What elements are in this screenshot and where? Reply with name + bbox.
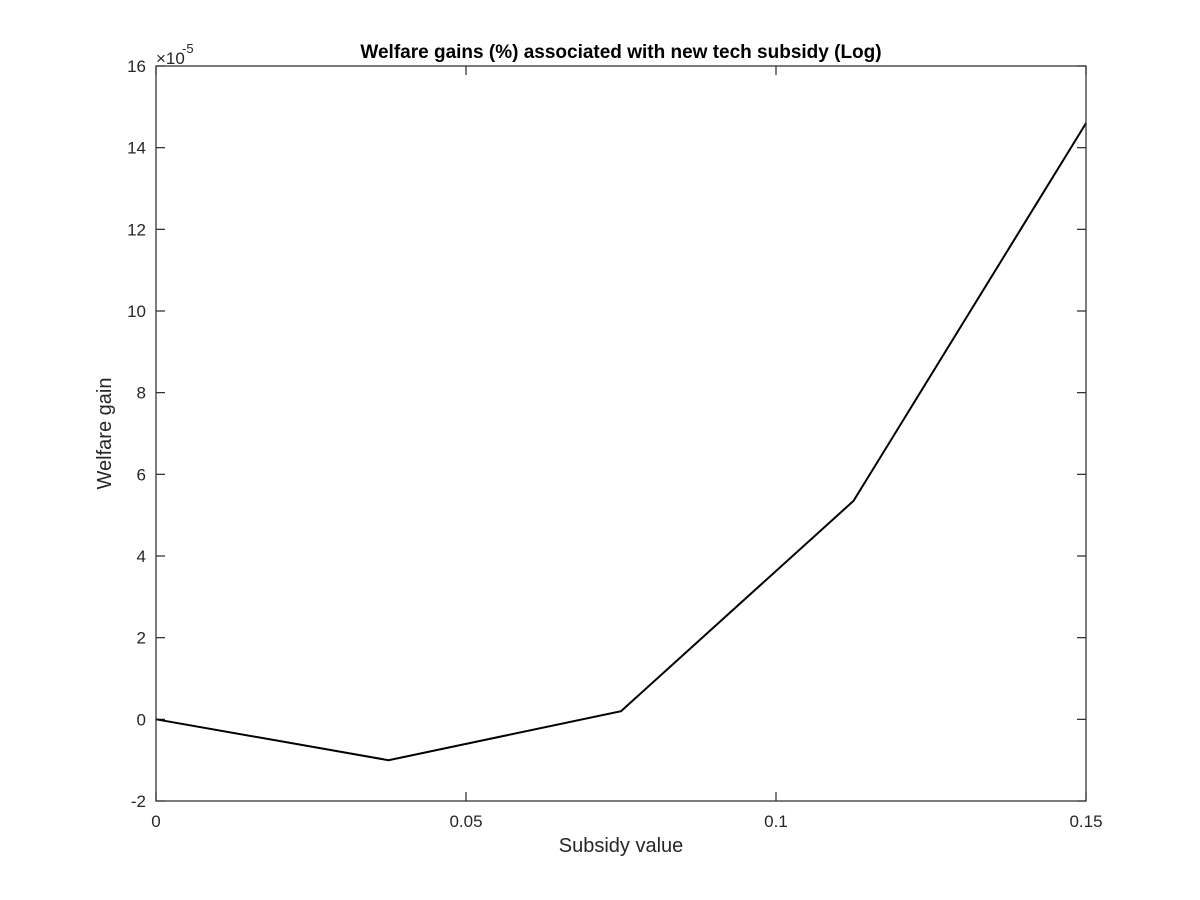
y-tick-label: 6 bbox=[137, 465, 146, 484]
y-tick-label: 2 bbox=[137, 629, 146, 648]
svg-text:×10: ×10 bbox=[156, 49, 185, 68]
y-tick-label: 10 bbox=[127, 302, 146, 321]
y-tick-label: -2 bbox=[131, 792, 146, 811]
plot-background bbox=[156, 66, 1086, 801]
y-tick-label: 8 bbox=[137, 384, 146, 403]
y-tick-label: 16 bbox=[127, 57, 146, 76]
y-axis-label: Welfare gain bbox=[94, 378, 116, 490]
chart-title: Welfare gains (%) associated with new te… bbox=[360, 42, 881, 63]
x-tick-label: 0.15 bbox=[1069, 812, 1102, 831]
y-tick-label: 12 bbox=[127, 220, 146, 239]
y-tick-label: 0 bbox=[137, 710, 146, 729]
series bbox=[155, 122, 1087, 762]
svg-text:-5: -5 bbox=[182, 41, 194, 56]
x-axis-label: Subsidy value bbox=[559, 835, 684, 857]
plot-frame bbox=[155, 65, 1087, 802]
y-tick-label: 4 bbox=[137, 547, 146, 566]
y-tick-label: 14 bbox=[127, 139, 146, 158]
series-line bbox=[155, 122, 1087, 762]
x-tick-label: 0.05 bbox=[449, 812, 482, 831]
ticks: 0 0.05 0.1 0.15 -2 0 2 4 6 8 10 12 14 16 bbox=[127, 57, 1102, 831]
y-exponent-label: ×10 -5 bbox=[156, 41, 194, 68]
x-tick-label: 0 bbox=[151, 812, 160, 831]
x-tick-label: 0.1 bbox=[764, 812, 788, 831]
